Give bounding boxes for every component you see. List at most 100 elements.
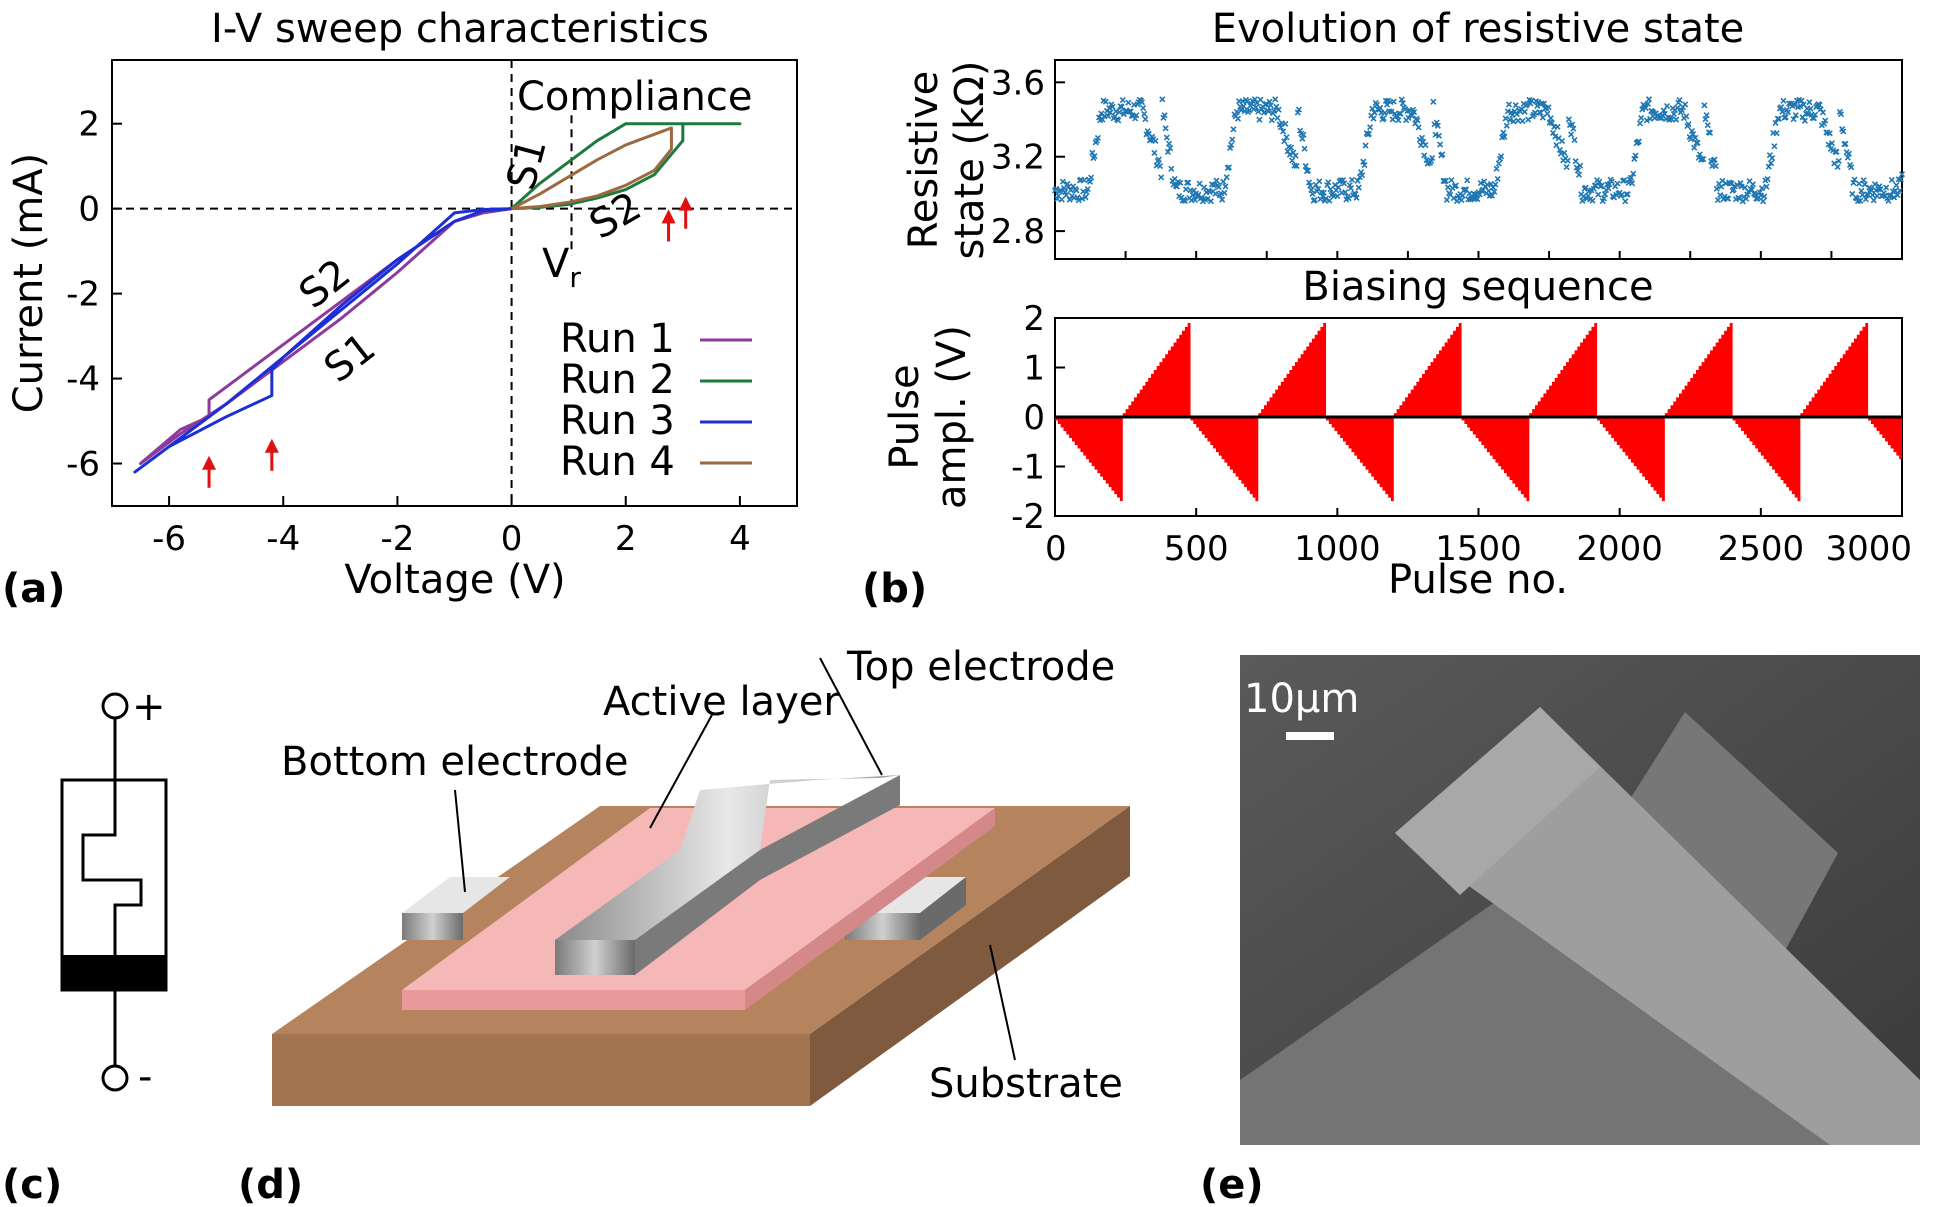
device-illustration: Top electrode Active layer Bottom electr… [272, 644, 1130, 1107]
red-arrowhead [264, 438, 279, 453]
s2-left-label: S2 [291, 250, 359, 318]
pulse-xtick-label: 3000 [1825, 529, 1912, 569]
scale-bar-label: 10μm [1244, 676, 1359, 722]
state-ytick-label: 3.2 [991, 138, 1045, 178]
bottom-strip [1240, 815, 1830, 1145]
state-ytick-label: 3.6 [991, 63, 1045, 103]
pulse-ylabel-line1: Pulse [882, 364, 928, 469]
iv-xlabel: Voltage (V) [344, 557, 565, 603]
switching-arrows [202, 196, 693, 488]
s2-top-label: S2 [582, 183, 649, 248]
pulse-segment [1055, 417, 1123, 502]
panel-label-a: (a) [2, 566, 66, 612]
iv-series-line [510, 126, 673, 211]
pulse-chart: Biasing sequence 0 500 1000 1500 2000 2500 300… [882, 264, 1912, 603]
state-ytick-label: 2.8 [991, 212, 1045, 252]
pulse-bars [1055, 322, 1902, 502]
panel-label-e: (e) [1200, 1162, 1264, 1207]
iv-ytick-label: -4 [66, 360, 100, 400]
iv-chart: I-V sweep characteristics -6 -4 -2 0 2 4-6-4-… [6, 6, 798, 603]
minus-terminal [101, 1064, 129, 1092]
pulse-ytick-label: -2 [1011, 497, 1045, 537]
iv-ylabel: Current (mA) [6, 153, 52, 414]
substrate-side [810, 806, 1130, 1106]
pulse-segment [1597, 417, 1665, 502]
plus-terminal [101, 692, 129, 720]
pulse-segment [1529, 322, 1598, 417]
active-layer-front [402, 990, 745, 1010]
red-arrowhead [661, 209, 676, 224]
state-markers [1051, 96, 1906, 205]
iv-xtick-label: -6 [152, 519, 186, 559]
state-plot-frame [1054, 59, 1903, 260]
legend-entry: Run 2 [560, 357, 675, 403]
substrate-front [272, 1034, 810, 1106]
s1-left-label: S1 [316, 324, 384, 392]
pulse-segment [1732, 417, 1801, 502]
state-chart: Evolution of resistive state 3.6 3.2 2.8 R… [901, 6, 1906, 260]
pulse-segment [1664, 322, 1733, 417]
bottom-electrode-right-side [920, 877, 966, 940]
state-ylabel-line1: Resistive [901, 71, 947, 249]
iv-plot-frame [111, 59, 798, 507]
top-electrode-front [555, 940, 635, 975]
substrate-label: Substrate [929, 1061, 1123, 1107]
legend-entry: Run 3 [560, 398, 675, 444]
pulse-xtick-label: 500 [1164, 529, 1229, 569]
pulse-ytick-label: 1 [1023, 349, 1045, 389]
pulse-segment [1868, 417, 1902, 460]
red-arrowhead [202, 455, 217, 470]
pulse-ytick-label: -1 [1011, 448, 1045, 488]
pulse-xlabel: Pulse no. [1388, 557, 1568, 603]
pulse-title: Biasing sequence [1302, 264, 1653, 310]
sem-micrograph: 10μm [1240, 655, 1920, 1145]
state-points [1051, 96, 1906, 205]
pulse-segment [1122, 322, 1191, 417]
top-electrode-side [635, 775, 900, 975]
pulse-segment [1461, 417, 1530, 502]
active-layer-label: Active layer [603, 679, 840, 725]
pulse-segment [1326, 417, 1394, 502]
panel-label-c: (c) [2, 1162, 62, 1207]
iv-series-line [510, 122, 742, 211]
iv-ytick-label: -2 [66, 275, 100, 315]
pulse-xtick-label: 1000 [1294, 529, 1381, 569]
active-layer-side [745, 808, 995, 1010]
iv-series-line [133, 207, 512, 474]
memristor-band [62, 955, 166, 990]
pulse-segment [1800, 322, 1869, 417]
pulse-xtick-label: 2000 [1576, 529, 1663, 569]
memristor-zigzag [81, 780, 143, 955]
vr-label: Vr [542, 241, 581, 294]
pulse-xtick-label: 2500 [1718, 529, 1805, 569]
pulse-segment [1393, 322, 1462, 417]
iv-xtick-label: 2 [615, 519, 637, 559]
compliance-label: Compliance [517, 74, 752, 120]
iv-xtick-label: 0 [501, 519, 523, 559]
state-title: Evolution of resistive state [1212, 6, 1745, 52]
red-arrowhead [678, 196, 693, 211]
iv-ytick-label: 0 [78, 190, 100, 230]
memristor-symbol: + - [60, 684, 168, 1100]
plus-label: + [132, 684, 166, 730]
iv-series [133, 122, 742, 474]
panel-label-b: (b) [862, 566, 927, 612]
bottom-electrode-left-front [402, 913, 463, 940]
state-ticks: 3.6 3.2 2.8 [991, 63, 1903, 259]
lower-strip-right [1620, 712, 1838, 960]
bottom-electrode-label: Bottom electrode [281, 739, 628, 785]
legend-entry: Run 1 [560, 316, 675, 362]
bottom-electrode-left-top [402, 877, 510, 913]
iv-xtick-label: -4 [266, 519, 300, 559]
iv-title: I-V sweep characteristics [211, 6, 709, 52]
iv-xtick-label: 4 [729, 519, 751, 559]
top-electrode-top [555, 775, 900, 940]
pulse-xtick-label: 1500 [1435, 529, 1522, 569]
pulse-ytick-label: 2 [1023, 299, 1045, 339]
minus-label: - [138, 1054, 152, 1100]
iv-ticks: -6 -4 -2 0 2 4 -6 -4 -2 0 2 [66, 60, 797, 559]
legend-entry: Run 4 [560, 439, 675, 485]
s1-top-label: S1 [498, 134, 556, 195]
